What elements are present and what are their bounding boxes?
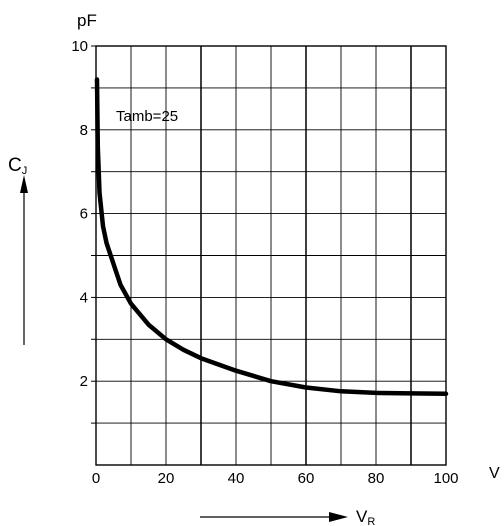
y-tick-label: 4: [80, 289, 88, 306]
axes: [91, 45, 447, 466]
y-unit-label: pF: [77, 11, 97, 30]
y-arrow-icon: [20, 175, 28, 345]
x-tick-label: 0: [92, 470, 100, 487]
x-tick-label: 80: [368, 470, 385, 487]
y-symbol-main: C: [8, 155, 22, 176]
y-tick-label: 8: [80, 122, 88, 139]
x-arrow-icon: [200, 512, 348, 522]
y-tick-label: 2: [80, 373, 88, 390]
x-tick-label: 60: [298, 470, 315, 487]
y-tick-label: 10: [71, 38, 88, 55]
annotation-label: Tamb=25: [116, 108, 178, 125]
tick-labels: 0 20 40 60 80 100 2 4 6 8 10: [71, 38, 458, 487]
grid: [96, 46, 446, 465]
y-axis-symbol: CJ: [8, 155, 27, 177]
x-symbol-sub: R: [367, 516, 375, 526]
y-tick-label: 6: [80, 206, 88, 223]
x-axis-symbol: VR: [356, 507, 375, 526]
x-symbol-main: V: [356, 507, 368, 526]
x-unit-label: V: [489, 465, 500, 482]
y-symbol-sub: J: [22, 165, 28, 177]
x-tick-label: 40: [228, 470, 245, 487]
series-layer: [94, 77, 449, 397]
x-tick-label: 20: [158, 470, 175, 487]
series-line: [94, 77, 449, 397]
x-tick-label: 100: [433, 470, 458, 487]
